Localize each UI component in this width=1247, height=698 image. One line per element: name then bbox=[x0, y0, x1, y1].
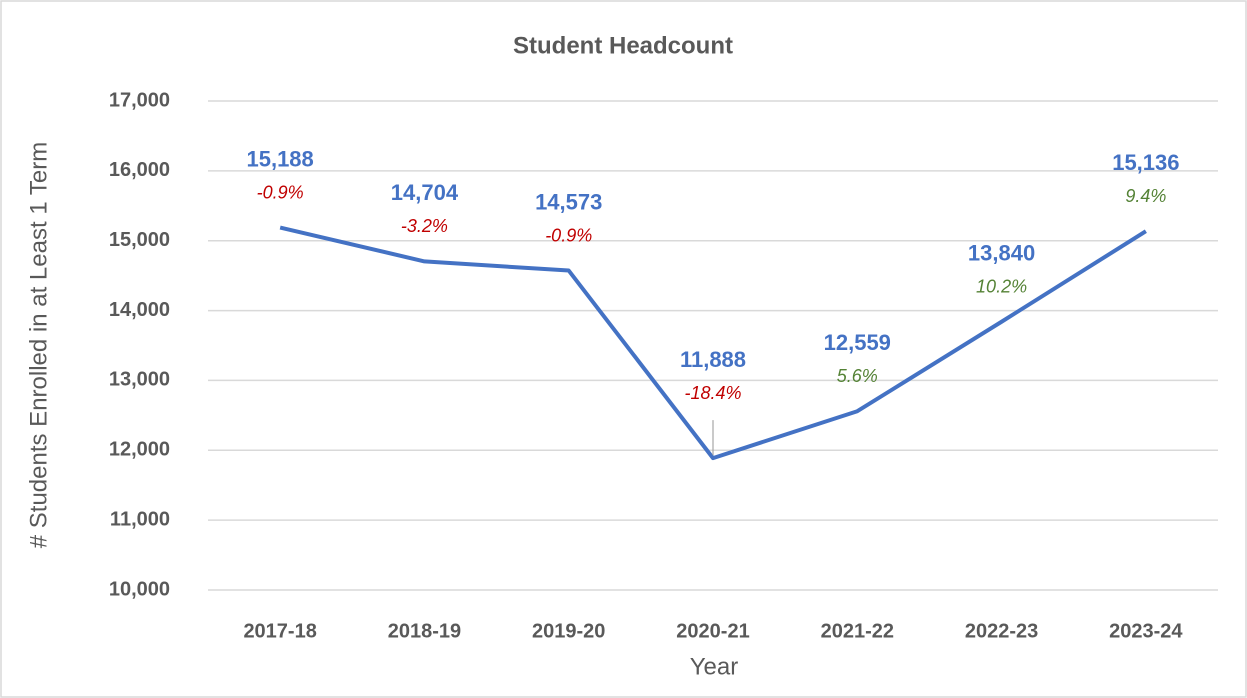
y-tick-label: 14,000 bbox=[109, 299, 170, 321]
y-axis-title: # Students Enrolled in at Least 1 Term bbox=[25, 142, 52, 548]
annotation: -18.4% bbox=[684, 383, 741, 403]
y-tick-label: 13,000 bbox=[109, 369, 170, 391]
y-tick-label: 16,000 bbox=[109, 159, 170, 181]
data-label: 14,704 bbox=[391, 180, 459, 205]
chart-title: Student Headcount bbox=[513, 32, 733, 59]
x-tick-label: 2019-20 bbox=[532, 620, 605, 642]
y-tick-label: 15,000 bbox=[109, 229, 170, 251]
data-label: 11,888 bbox=[680, 347, 746, 372]
y-tick-label: 12,000 bbox=[109, 439, 170, 461]
y-tick-label: 17,000 bbox=[109, 89, 170, 111]
data-label: 15,188 bbox=[246, 146, 313, 171]
x-tick-label: 2023-24 bbox=[1109, 620, 1183, 642]
x-tick-label: 2021-22 bbox=[821, 620, 894, 642]
data-label: 15,136 bbox=[1112, 150, 1179, 175]
x-tick-label: 2020-21 bbox=[676, 620, 749, 642]
annotation: 5.6% bbox=[837, 366, 878, 386]
annotation: 10.2% bbox=[976, 276, 1027, 296]
line bbox=[279, 225, 1147, 461]
annotation: -0.9% bbox=[257, 182, 304, 202]
annotation: 9.4% bbox=[1125, 186, 1166, 206]
annotation: -0.9% bbox=[545, 225, 592, 245]
x-tick-label: 2017-18 bbox=[243, 620, 316, 642]
data-label: 13,840 bbox=[968, 241, 1035, 266]
data-label: 12,559 bbox=[824, 330, 891, 355]
x-tick-label: 2018-19 bbox=[388, 620, 461, 642]
x-axis-title: Year bbox=[690, 653, 739, 680]
y-tick-label: 11,000 bbox=[110, 508, 170, 530]
x-tick-label: 2022-23 bbox=[965, 620, 1038, 642]
y-tick-label: 10,000 bbox=[109, 578, 170, 600]
annotation: -3.2% bbox=[401, 216, 448, 236]
data-label: 14,573 bbox=[535, 189, 602, 214]
